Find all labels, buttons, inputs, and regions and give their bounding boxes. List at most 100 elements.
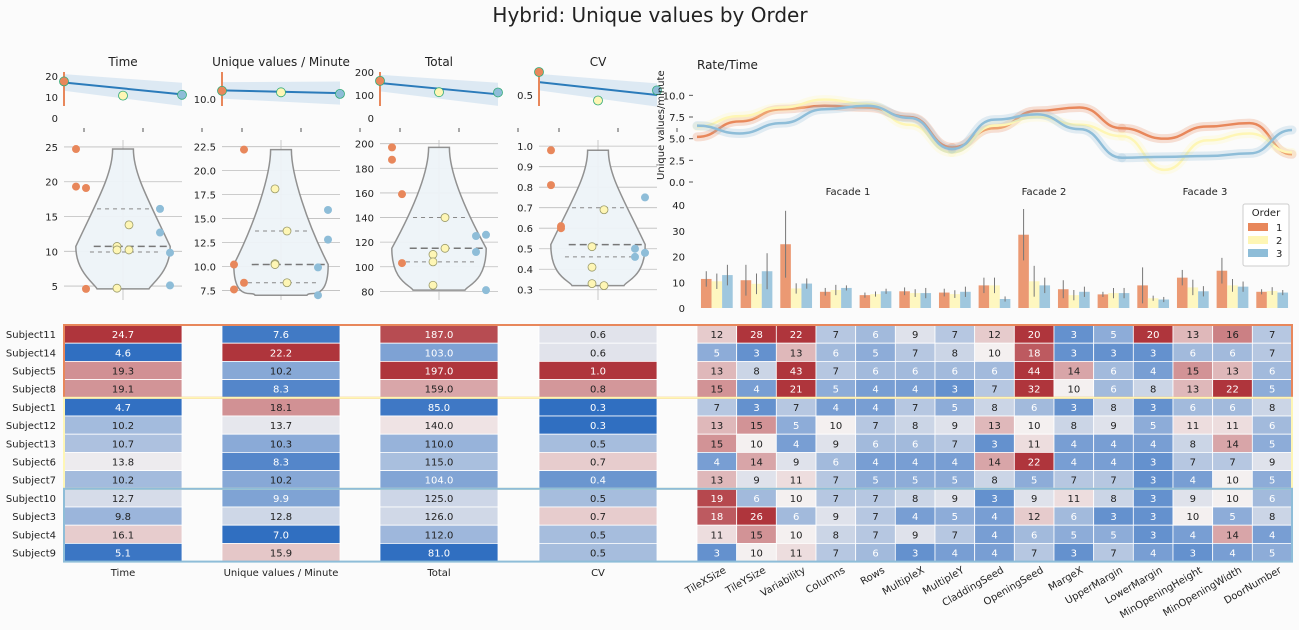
- violin-point-order-3: [472, 248, 480, 256]
- param-heatmap-cell-value: 13: [988, 421, 1001, 432]
- bar-order-3: [1118, 293, 1130, 308]
- param-heatmap-cell-value: 9: [833, 439, 839, 450]
- trend-y-tick-label: 0: [52, 114, 58, 125]
- param-heatmap-cell-value: 7: [1269, 348, 1275, 359]
- heatmap-cell-value: 112.0: [425, 530, 454, 541]
- param-heatmap-cell-value: 4: [952, 458, 958, 469]
- trend-point: [59, 76, 69, 87]
- param-heatmap-cell-value: 7: [872, 494, 878, 505]
- violin-point-order-1: [82, 184, 90, 192]
- violin-y-tick-label: 20.0: [194, 167, 216, 178]
- facet-label: Facade 1: [826, 187, 871, 198]
- bar-order-2: [751, 283, 762, 308]
- param-heatmap-cell-value: 6: [872, 367, 878, 378]
- trend-panel-title: Unique values / Minute: [212, 55, 350, 69]
- param-heatmap-cell-value: 13: [1186, 385, 1199, 396]
- trend-y-tick-label: 20: [45, 72, 58, 83]
- heatmap-cell-value: 10.3: [270, 439, 292, 450]
- heatmap-cell-value: 140.0: [425, 421, 454, 432]
- param-heatmap-cell-value: 7: [872, 512, 878, 523]
- param-heatmap-cell-value: 14: [750, 458, 763, 469]
- param-heatmap-cell-value: 8: [833, 530, 839, 541]
- violin-point-order-2: [440, 243, 450, 253]
- param-heatmap-cell-value: 6: [991, 367, 997, 378]
- param-heatmap-cell-value: 4: [1229, 549, 1235, 560]
- param-heatmap-cell-value: 7: [714, 403, 720, 414]
- heatmap-cell-value: 8.3: [273, 385, 289, 396]
- param-heatmap-cell-value: 14: [1226, 439, 1239, 450]
- bar-order-1: [1057, 289, 1069, 308]
- heatmap-cell-value: 0.5: [590, 530, 606, 541]
- bar-order-3: [1039, 285, 1051, 308]
- param-heatmap-cell-value: 11: [790, 476, 803, 487]
- violin-point-order-3: [314, 291, 322, 300]
- param-heatmap-cell-value: 3: [991, 439, 997, 450]
- bar-order-2: [711, 281, 723, 308]
- param-heatmap-cell-value: 3: [1150, 494, 1156, 505]
- param-heatmap-column-label: MultipleX: [881, 565, 927, 598]
- param-heatmap-cell-value: 9: [753, 476, 759, 487]
- bar-order-2: [870, 294, 881, 308]
- param-heatmap-cell-value: 10: [1067, 385, 1080, 396]
- violin-point-order-2: [428, 257, 438, 267]
- violin-point-order-2: [270, 260, 280, 269]
- param-heatmap-cell-value: 13: [710, 367, 723, 378]
- rate-time-line-order-3: [696, 104, 953, 151]
- param-heatmap-cell-value: 22: [1226, 385, 1239, 396]
- param-heatmap-cell-value: 43: [790, 367, 803, 378]
- violin-point-order-2: [428, 250, 438, 259]
- bar-order-2: [1147, 298, 1159, 308]
- heatmap-cell-value: 187.0: [425, 330, 454, 341]
- param-heatmap-cell-value: 5: [1110, 330, 1116, 341]
- heatmap-cell-value: 9.9: [273, 494, 289, 505]
- violin-y-tick-label: 25: [45, 143, 58, 154]
- heatmap-column-label: Time: [110, 568, 135, 579]
- rate-time-title: Rate/Time: [697, 58, 758, 72]
- param-heatmap-cell-value: 8: [952, 348, 958, 359]
- param-heatmap-cell-value: 8: [1269, 512, 1275, 523]
- param-heatmap-cell-value: 3: [1150, 458, 1156, 469]
- param-heatmap-cell-value: 10: [790, 530, 803, 541]
- violin-point-order-1: [240, 278, 248, 287]
- violin-y-tick-label: 10: [45, 247, 58, 258]
- violin-y-tick-label: 100: [355, 263, 374, 274]
- param-heatmap-cell-value: 7: [952, 330, 958, 341]
- param-heatmap-cell-value: 10: [829, 421, 842, 432]
- violin-y-tick-label: 160: [355, 189, 374, 200]
- bar-order-3: [1158, 299, 1170, 308]
- heatmap-cell-value: 0.6: [590, 330, 606, 341]
- param-heatmap-cell-value: 3: [1071, 403, 1077, 414]
- violin-point-order-1: [72, 145, 80, 154]
- bar-order-1: [1176, 277, 1188, 308]
- violin-point-order-3: [641, 248, 649, 257]
- param-heatmap-cell-value: 4: [1190, 530, 1196, 541]
- param-heatmap-cell-value: 6: [1269, 494, 1275, 505]
- param-heatmap-cell-value: 15: [710, 439, 723, 450]
- heatmap-cell-value: 4.7: [115, 403, 131, 414]
- violin-shape: [391, 146, 487, 291]
- violin-shape: [75, 148, 171, 290]
- heatmap-cell-value: 13.7: [270, 421, 292, 432]
- violin-y-tick-label: 0.3: [517, 286, 533, 297]
- violin-point-order-2: [282, 278, 292, 288]
- param-heatmap-cell-value: 5: [833, 385, 839, 396]
- violin-point-order-1: [388, 155, 396, 164]
- param-heatmap-cell-value: 6: [912, 439, 918, 450]
- legend-swatch: [1248, 249, 1268, 257]
- param-heatmap-cell-value: 4: [753, 385, 759, 396]
- bar-order-3: [880, 291, 892, 308]
- param-heatmap-cell-value: 4: [1071, 458, 1077, 469]
- heatmap-cell-value: 0.5: [590, 494, 606, 505]
- param-heatmap-cell-value: 13: [790, 348, 803, 359]
- violin-point-order-2: [587, 262, 597, 272]
- param-heatmap-cell-value: 4: [1150, 367, 1156, 378]
- param-heatmap-cell-value: 4: [912, 512, 918, 523]
- violin-point-order-2: [587, 242, 597, 252]
- trend-confidence-band: [64, 74, 182, 106]
- heatmap-cell-value: 18.1: [270, 403, 292, 414]
- trend-y-tick-label: 0: [368, 114, 374, 125]
- trend-point: [493, 87, 503, 98]
- param-heatmap-cell-value: 4: [912, 385, 918, 396]
- param-heatmap-cell-value: 14: [988, 458, 1001, 469]
- param-heatmap-cell-value: 8: [1071, 421, 1077, 432]
